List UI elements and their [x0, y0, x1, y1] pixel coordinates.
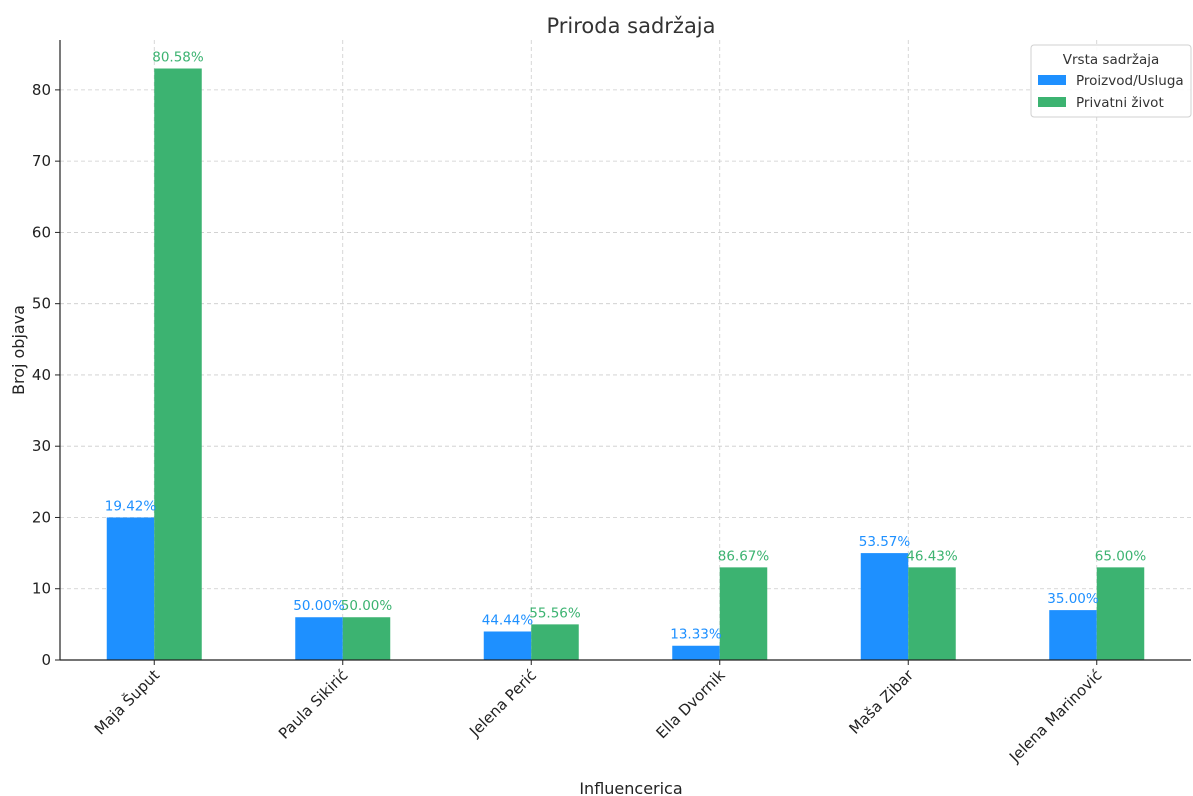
- bar-privatni-zivot: [908, 567, 956, 660]
- x-tick-label: Jelena Perić: [465, 666, 540, 741]
- bar-privatni-zivot: [154, 68, 202, 661]
- y-tick-label: 50: [32, 295, 51, 313]
- bar-proizvod-usluga: [483, 631, 532, 660]
- x-tick-label: Paula Sikirić: [275, 666, 352, 743]
- legend: Vrsta sadržaja Proizvod/Usluga Privatni …: [1030, 44, 1192, 118]
- bar-proizvod-usluga: [295, 617, 343, 660]
- bar-value-label: 50.00%: [341, 598, 393, 614]
- y-tick-label: 20: [32, 508, 51, 526]
- legend-label-privatni: Privatni život: [1076, 95, 1164, 111]
- bar-value-label: 65.00%: [1095, 548, 1147, 564]
- bar-value-label: 44.44%: [482, 612, 534, 628]
- bar-value-label: 19.42%: [105, 498, 157, 514]
- bar-privatni-zivot: [1096, 567, 1145, 660]
- y-tick-label: 40: [32, 366, 51, 384]
- legend-label-proizvod: Proizvod/Usluga: [1076, 73, 1184, 89]
- bar-value-label: 50.00%: [293, 598, 345, 614]
- bar-value-label: 13.33%: [670, 627, 722, 643]
- y-tick-label: 0: [41, 651, 51, 669]
- bar-proizvod-usluga: [106, 517, 155, 660]
- bar-privatni-zivot: [719, 567, 768, 660]
- legend-swatch-proizvod: [1038, 75, 1066, 85]
- y-axis-title: Broj objava: [9, 305, 28, 395]
- legend-title: Vrsta sadržaja: [1063, 52, 1159, 68]
- chart-title: Priroda sadržaja: [546, 14, 715, 38]
- y-tick-label: 60: [32, 223, 51, 241]
- x-tick-label: Maja Šuput: [90, 665, 163, 738]
- bar-value-label: 46.43%: [906, 548, 958, 564]
- bar-value-label: 53.57%: [859, 534, 911, 550]
- x-axis-title: Influencerica: [579, 779, 682, 796]
- bar-labels: 19.42% 50.00% 44.44% 13.33% 53.57% 35.00% 80.5…: [105, 50, 1147, 643]
- bar-value-label: 35.00%: [1047, 591, 1099, 607]
- bar-value-label: 80.58%: [152, 50, 204, 66]
- y-tick-label: 70: [32, 152, 51, 170]
- axes: 0 10 20 30 40 50 60 70 80 Maja Šuput Paula Sikirić…: [32, 40, 1191, 766]
- bar-proizvod-usluga: [1049, 610, 1097, 660]
- x-tick-label: Ella Dvornik: [652, 666, 728, 742]
- bar-proizvod-usluga: [672, 645, 720, 660]
- y-tick-label: 10: [32, 580, 51, 598]
- legend-swatch-privatni: [1038, 97, 1066, 107]
- bar-value-label: 55.56%: [529, 605, 581, 621]
- legend-frame: [1030, 44, 1192, 118]
- bars: [106, 68, 1145, 661]
- y-tick-label: 80: [32, 81, 51, 99]
- bar-privatni-zivot: [342, 617, 391, 660]
- bar-proizvod-usluga: [860, 553, 909, 660]
- bar-privatni-zivot: [531, 624, 579, 660]
- x-tick-label: Maša Zibar: [845, 666, 917, 738]
- bar-value-label: 86.67%: [718, 548, 770, 564]
- y-tick-label: 30: [32, 437, 51, 455]
- x-tick-label: Jelena Marinović: [1005, 666, 1105, 766]
- grid: [60, 40, 1191, 661]
